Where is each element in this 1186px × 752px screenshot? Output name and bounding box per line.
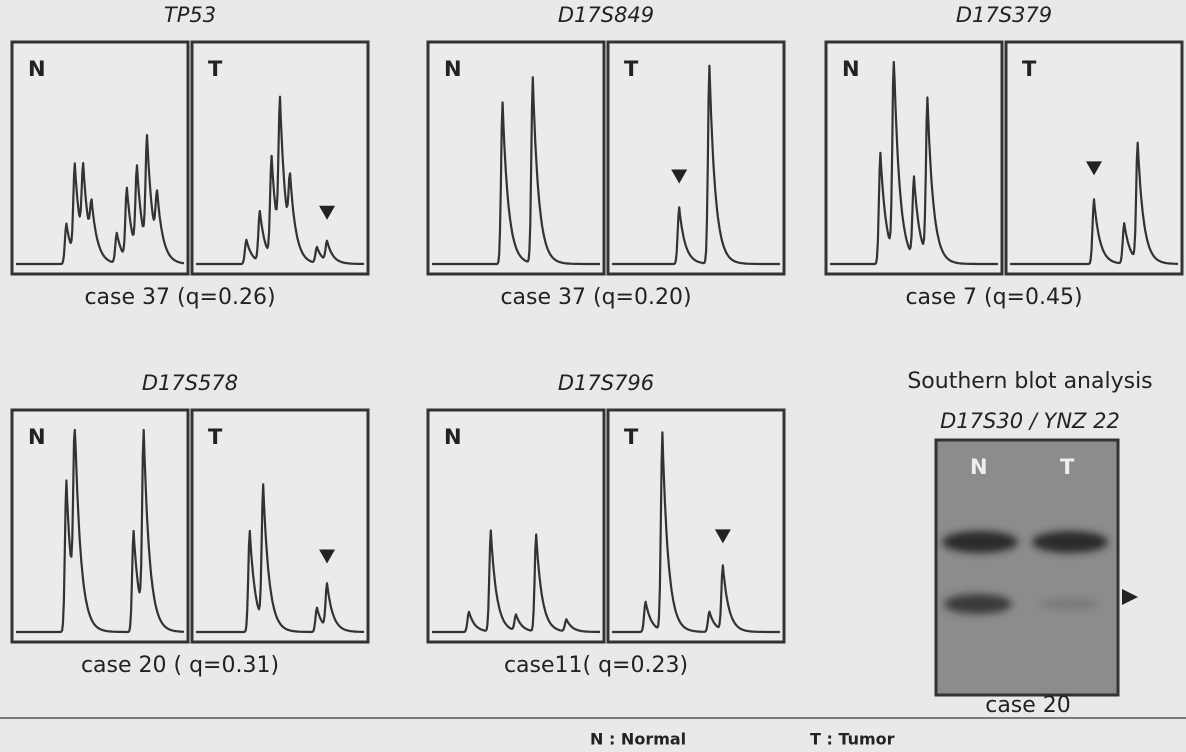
normal-label: N	[444, 425, 462, 449]
marker-title: D17S578	[142, 371, 238, 395]
marker-title: TP53	[164, 3, 216, 27]
band	[1040, 598, 1100, 610]
band	[944, 594, 1012, 614]
tumor-label: T	[1022, 57, 1037, 81]
case-caption: case 20 ( q=0.31)	[81, 653, 279, 678]
tumor-label: T	[208, 425, 223, 449]
blot-image	[936, 440, 1118, 695]
tumor-label: T	[624, 425, 639, 449]
case-caption: case11( q=0.23)	[504, 653, 688, 678]
normal-label: N	[842, 57, 860, 81]
marker-title: D17S796	[558, 371, 654, 395]
legend-tumor: T : Tumor	[810, 730, 895, 749]
band	[1032, 531, 1108, 553]
figure: N : Normal T : Tumor Southern blot analy…	[0, 0, 1186, 752]
marker-title: D17S849	[558, 3, 654, 27]
band	[942, 531, 1018, 553]
arrowhead	[1122, 589, 1138, 605]
tumor-label: T	[208, 57, 223, 81]
blot-marker: D17S30 / YNZ 22	[940, 409, 1120, 433]
page: N : Normal T : Tumor Southern blot analy…	[0, 0, 1186, 752]
blot-caption: case 20	[985, 693, 1071, 718]
normal-label: N	[444, 57, 462, 81]
marker-title: D17S379	[956, 3, 1052, 27]
legend-normal: N : Normal	[590, 730, 686, 749]
blot-normal-label: N	[970, 455, 988, 479]
tumor-label: T	[624, 57, 639, 81]
case-caption: case 37 (q=0.20)	[500, 285, 691, 310]
case-caption: case 37 (q=0.26)	[84, 285, 275, 310]
blot-title: Southern blot analysis	[907, 369, 1152, 394]
blot-tumor-label: T	[1060, 455, 1075, 479]
normal-label: N	[28, 425, 46, 449]
normal-label: N	[28, 57, 46, 81]
case-caption: case 7 (q=0.45)	[905, 285, 1082, 310]
